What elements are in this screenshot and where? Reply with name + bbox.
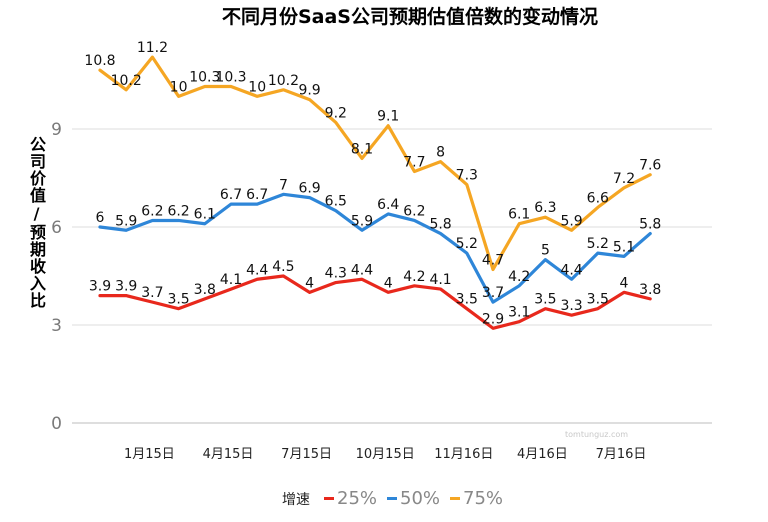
data-label: 7.6	[639, 158, 661, 174]
watermark: tomtunguz.com	[565, 430, 629, 439]
data-label: 5.2	[587, 236, 609, 252]
y-tick-label: 9	[51, 120, 62, 140]
data-label: 5.2	[456, 236, 478, 252]
x-tick-label: 1月15日	[124, 447, 175, 462]
data-label: 3.5	[534, 292, 556, 308]
x-tick-label: 4月15日	[203, 447, 254, 462]
data-label: 3.7	[482, 285, 504, 301]
y-tick-label: 3	[51, 316, 62, 336]
legend-label-50: 50%	[400, 488, 441, 509]
data-label: 5.9	[560, 213, 582, 229]
data-label: 6.9	[298, 181, 320, 197]
data-label: 7.7	[403, 154, 425, 170]
data-label: 8	[436, 145, 445, 161]
data-label: 4.2	[403, 269, 425, 285]
data-label: 4	[620, 275, 629, 291]
data-label: 9.1	[377, 109, 399, 125]
data-label: 5.1	[613, 239, 635, 255]
data-label: 3.8	[194, 282, 216, 298]
data-label: 6.5	[325, 194, 347, 210]
data-label: 11.2	[137, 40, 168, 56]
legend-swatch-25	[324, 497, 334, 500]
x-tick-label: 4月16日	[517, 447, 568, 462]
data-label: 4.7	[482, 252, 504, 268]
data-label: 10.3	[215, 70, 246, 86]
data-label: 4.2	[508, 269, 530, 285]
y-tick-label: 6	[51, 218, 62, 238]
data-label: 3.5	[456, 292, 478, 308]
legend-swatch-50	[387, 497, 398, 500]
data-label: 6.4	[377, 197, 399, 213]
data-label: 5	[541, 243, 550, 259]
data-label: 6	[96, 210, 105, 226]
data-label: 4.4	[560, 262, 582, 278]
data-label: 6.7	[220, 187, 242, 203]
series-line-50	[98, 192, 652, 304]
legend-item-75: 75%	[450, 488, 503, 509]
data-label: 4.1	[220, 272, 242, 288]
data-label: 3.5	[167, 292, 189, 308]
legend-label-25: 25%	[337, 488, 378, 509]
legend-item-25: 25%	[324, 488, 377, 509]
data-label: 3.9	[115, 279, 137, 295]
data-label: 6.2	[403, 203, 425, 219]
data-label: 6.2	[141, 203, 163, 219]
data-label: 2.9	[482, 311, 504, 327]
data-label: 10	[170, 79, 188, 95]
data-label: 10.3	[189, 70, 220, 86]
legend: 增速 25% 50% 75%	[282, 488, 513, 509]
data-label: 6.1	[508, 207, 530, 223]
data-label: 6.1	[194, 207, 216, 223]
data-label: 10.2	[111, 73, 142, 89]
data-label: 7	[279, 177, 288, 193]
data-label: 4.1	[429, 272, 451, 288]
data-label: 6.3	[534, 200, 556, 216]
data-label: 3.5	[587, 292, 609, 308]
data-label: 5.9	[115, 213, 137, 229]
data-label: 3.3	[560, 298, 582, 314]
y-axis-label: 公司价值/预期收入比	[27, 136, 46, 309]
data-label: 6.2	[167, 203, 189, 219]
x-tick-label: 7月15日	[281, 447, 332, 462]
data-label: 7.3	[456, 168, 478, 184]
data-label: 5.8	[429, 217, 451, 233]
data-label: 10.8	[84, 53, 115, 69]
data-label: 3.8	[639, 282, 661, 298]
x-tick-label: 10月15日	[356, 447, 415, 462]
data-label: 5.9	[351, 213, 373, 229]
data-label: 4.4	[351, 262, 373, 278]
series-line-75	[98, 55, 652, 272]
data-label: 5.8	[639, 217, 661, 233]
data-label: 9.2	[325, 105, 347, 121]
data-label: 3.7	[141, 285, 163, 301]
legend-label-75: 75%	[463, 488, 504, 509]
data-label: 4	[305, 275, 314, 291]
data-label: 6.6	[587, 190, 609, 206]
data-label: 4.4	[246, 262, 268, 278]
x-tick-label: 7月16日	[596, 447, 647, 462]
series-line-25	[98, 274, 652, 330]
data-label: 4.5	[272, 259, 294, 275]
y-tick-label: 0	[51, 414, 62, 434]
legend-swatch-75	[450, 497, 461, 500]
data-label: 10	[248, 79, 266, 95]
data-label: 10.2	[268, 73, 299, 89]
data-label: 4.3	[325, 266, 347, 282]
data-label: 9.9	[298, 83, 320, 99]
data-label: 3.9	[89, 279, 111, 295]
legend-item-50: 50%	[387, 488, 440, 509]
data-label: 8.1	[351, 141, 373, 157]
data-label: 6.7	[246, 187, 268, 203]
chart-title: 不同月份SaaS公司预期估值倍数的变动情况	[221, 6, 598, 28]
data-label: 3.1	[508, 305, 530, 321]
x-tick-label: 11月16日	[434, 447, 493, 462]
legend-title: 增速	[282, 491, 310, 508]
data-label: 4	[384, 275, 393, 291]
data-label: 7.2	[613, 171, 635, 187]
